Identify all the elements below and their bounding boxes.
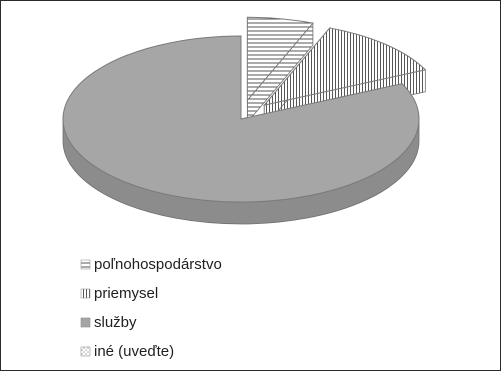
pie-slices xyxy=(62,16,427,225)
legend-item-ine-uvedte: iné (uveďte) xyxy=(80,343,174,360)
legend: poľnohospodárstvo priemysel služby iné (uve… xyxy=(80,256,222,360)
legend-label-ine-uvedte: iné (uveďte) xyxy=(94,343,174,360)
legend-label-priemysel: priemysel xyxy=(94,285,158,302)
pie-slice-polnohospodarstvo xyxy=(246,16,314,102)
pie-slice-sluzby xyxy=(62,35,420,203)
legend-swatch-sluzby xyxy=(80,317,91,328)
legend-label-polnohospodarstvo: poľnohospodárstvo xyxy=(94,256,222,273)
legend-swatch-polnohospodarstvo xyxy=(80,259,91,270)
legend-item-sluzby: služby xyxy=(80,314,137,331)
legend-swatch-ine-uvedte xyxy=(80,346,91,357)
legend-item-priemysel: priemysel xyxy=(80,285,158,302)
legend-item-polnohospodarstvo: poľnohospodárstvo xyxy=(80,256,222,273)
legend-label-sluzby: služby xyxy=(94,314,137,331)
pie-slice-priemysel xyxy=(262,27,427,106)
legend-swatch-priemysel xyxy=(80,288,91,299)
